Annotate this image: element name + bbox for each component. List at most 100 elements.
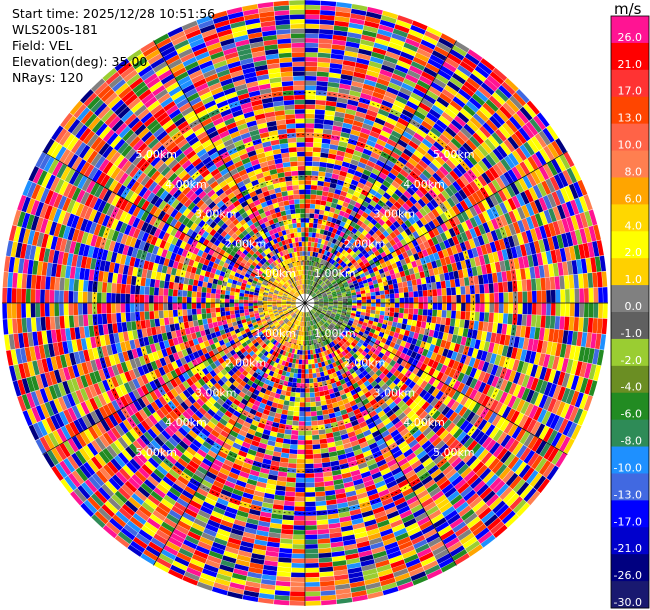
velocity-gate [388, 284, 394, 290]
velocity-gate [312, 287, 316, 292]
velocity-gate [305, 591, 321, 597]
velocity-gate [330, 248, 336, 254]
velocity-gate [397, 91, 410, 101]
velocity-gate [318, 263, 323, 269]
velocity-gate [347, 188, 355, 195]
velocity-gate [397, 139, 408, 148]
velocity-gate [312, 448, 321, 454]
velocity-gate [297, 373, 302, 379]
velocity-gate [274, 494, 285, 501]
velocity-gate [293, 525, 305, 530]
velocity-gate [414, 52, 430, 63]
velocity-gate [592, 272, 598, 288]
velocity-gate [388, 134, 400, 143]
velocity-gate [427, 58, 442, 70]
velocity-gate [317, 66, 330, 73]
velocity-gate [413, 110, 426, 121]
velocity-gate [361, 308, 366, 313]
velocity-gate [316, 190, 323, 196]
velocity-gate [317, 180, 325, 187]
velocity-gate [350, 159, 359, 166]
velocity-gate [307, 284, 309, 290]
velocity-gate [312, 223, 318, 229]
velocity-gate [308, 359, 312, 365]
velocity-gate [321, 270, 326, 276]
velocity-gate [328, 187, 336, 194]
velocity-gate [366, 139, 376, 148]
velocity-gate [367, 6, 383, 15]
velocity-gate [305, 170, 312, 176]
velocity-gate [413, 297, 419, 303]
velocity-gate [305, 463, 314, 469]
velocity-gate [378, 73, 392, 82]
velocity-gate [338, 247, 344, 254]
velocity-gate [368, 188, 377, 196]
velocity-gate [355, 111, 367, 119]
velocity-gate [327, 192, 335, 198]
velocity-gate [405, 324, 412, 331]
velocity-gate [397, 156, 408, 165]
velocity-gate [569, 288, 575, 303]
velocity-gate [317, 538, 331, 544]
velocity-gate [492, 272, 498, 283]
velocity-gate [281, 524, 294, 530]
velocity-gate [409, 297, 414, 303]
velocity-gate [454, 278, 461, 287]
velocity-gate [335, 239, 341, 246]
velocity-gate [305, 109, 315, 114]
velocity-gate [335, 204, 343, 211]
velocity-gate [321, 599, 337, 606]
velocity-gate [322, 191, 329, 197]
velocity-gate [531, 278, 537, 291]
velocity-gate [382, 180, 391, 188]
velocity-gate [394, 143, 406, 152]
velocity-gate [299, 397, 305, 403]
velocity-gate [493, 282, 499, 293]
velocity-gate [290, 577, 305, 583]
velocity-gate [305, 402, 311, 407]
velocity-gate [333, 234, 340, 240]
velocity-gate [324, 480, 334, 487]
velocity-gate [312, 156, 321, 162]
velocity-gate [503, 303, 509, 314]
velocity-gate [390, 151, 401, 160]
velocity-gate [351, 81, 364, 88]
velocity-gate [341, 127, 352, 134]
velocity-gate [391, 104, 404, 114]
velocity-gate [294, 496, 305, 502]
velocity-gate [337, 92, 349, 100]
velocity-gate [326, 231, 332, 237]
velocity-gate [316, 278, 321, 284]
velocity-gate [292, 539, 305, 545]
velocity-gate [464, 53, 480, 66]
velocity-gate [342, 122, 353, 130]
velocity-gate [305, 33, 319, 39]
velocity-gate [374, 314, 380, 319]
velocity-gate [305, 586, 321, 592]
velocity-gate [355, 166, 365, 174]
velocity-gate [320, 590, 336, 596]
velocity-gate [311, 430, 319, 436]
velocity-gate [310, 194, 317, 200]
velocity-gate [274, 412, 282, 419]
velocity-gate [291, 567, 305, 573]
velocity-gate [423, 67, 438, 78]
velocity-gate [313, 137, 323, 143]
velocity-gate [318, 543, 331, 549]
velocity-gate [345, 208, 353, 215]
velocity-gate [308, 364, 312, 369]
velocity-gate [315, 247, 320, 253]
velocity-gate [417, 284, 423, 291]
velocity-gate [351, 195, 359, 202]
velocity-gate [389, 37, 405, 47]
velocity-gate [417, 314, 423, 322]
velocity-gate [393, 317, 399, 323]
velocity-gate [512, 280, 518, 292]
velocity-gate [325, 267, 330, 273]
velocity-gate [364, 196, 372, 204]
velocity-gate [364, 20, 380, 29]
velocity-gate [330, 53, 344, 60]
velocity-gate [333, 249, 339, 256]
velocity-gate [291, 558, 305, 564]
velocity-gate [465, 285, 471, 295]
